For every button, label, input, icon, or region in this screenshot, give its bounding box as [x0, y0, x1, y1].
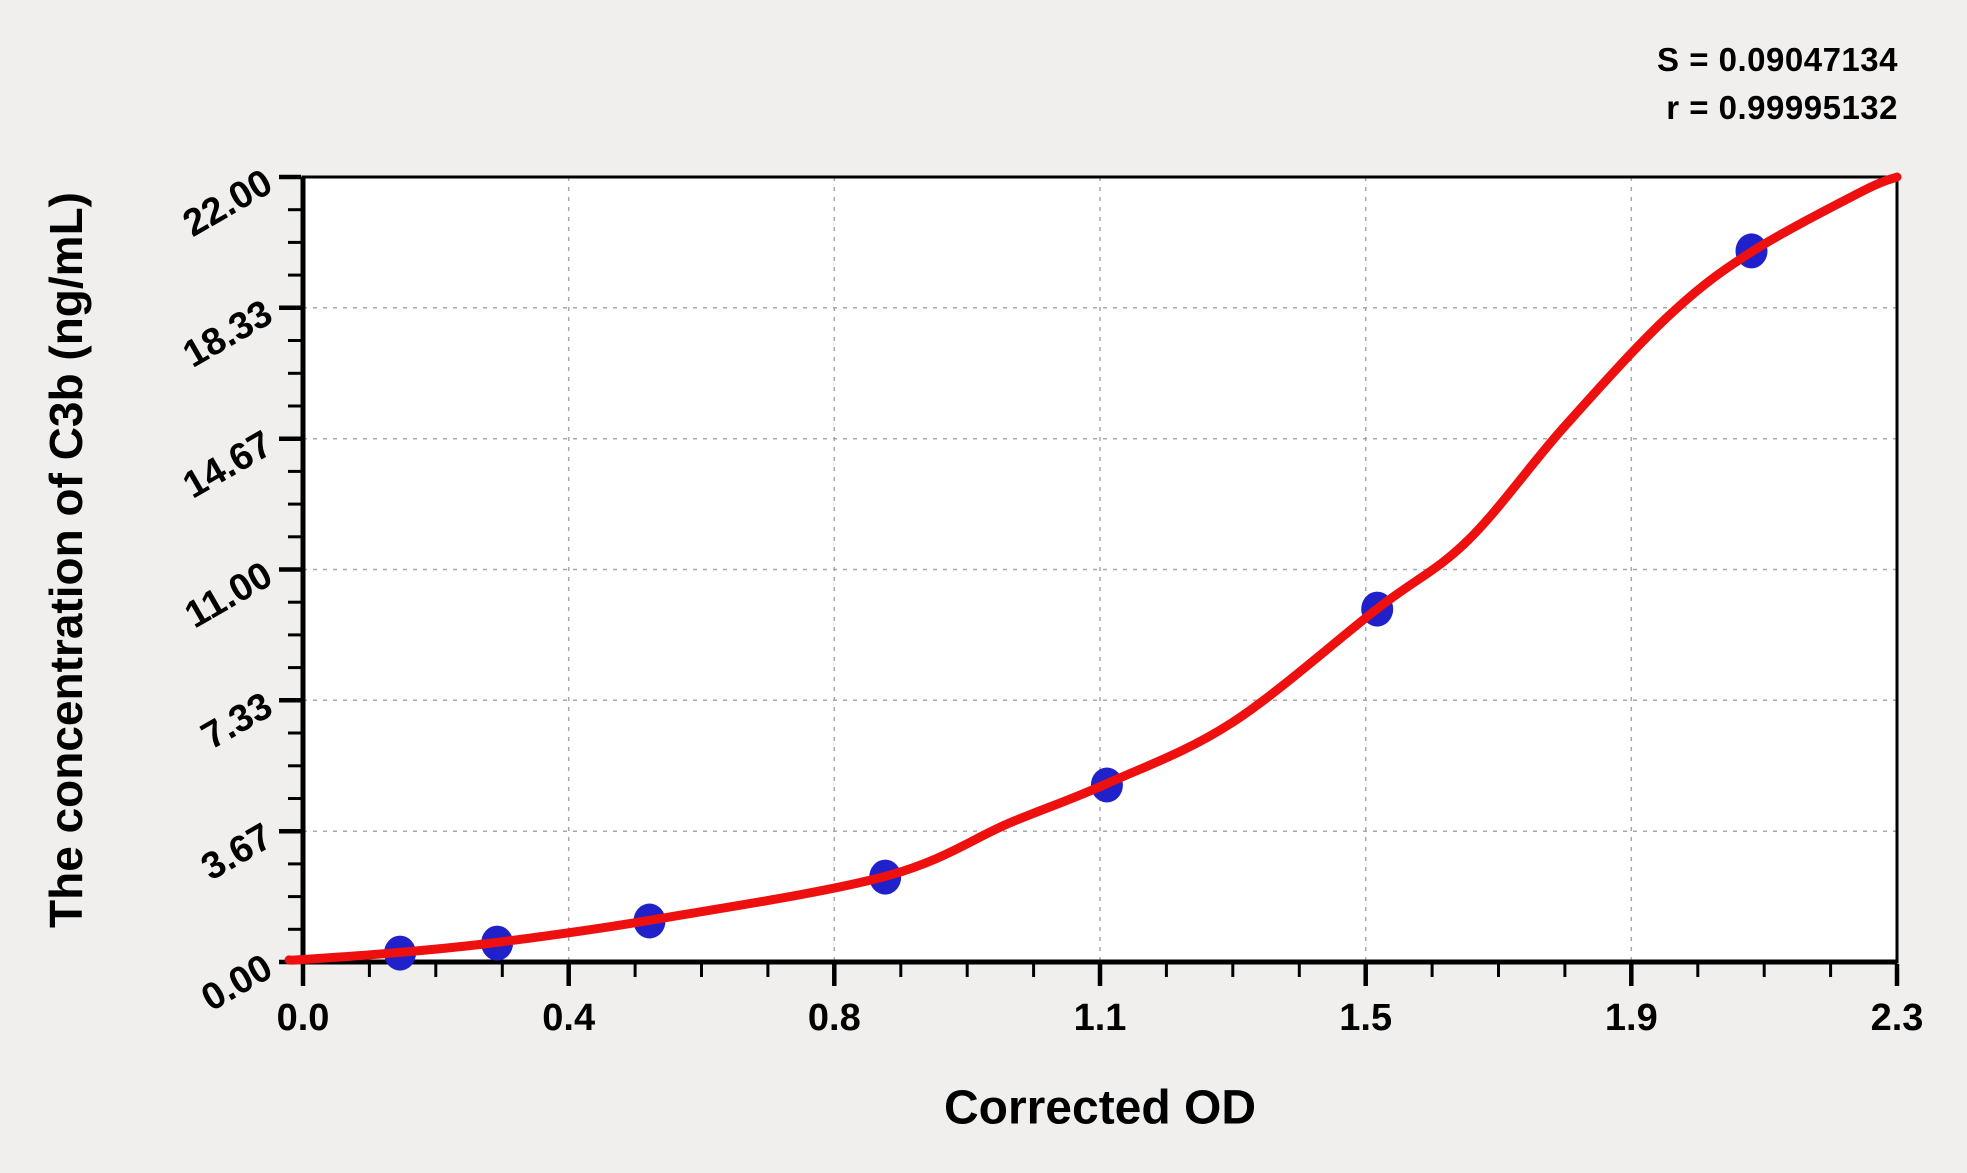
x-tick-label: 0.4	[542, 997, 595, 1039]
y-tick-label: 18.33	[176, 292, 279, 376]
y-tick-label: 3.67	[194, 816, 279, 889]
x-tick-label: 0.0	[277, 997, 330, 1039]
x-tick-label: 1.9	[1605, 997, 1658, 1039]
x-axis-title: Corrected OD	[943, 1081, 1257, 1135]
x-tick-label: 0.8	[808, 997, 861, 1039]
fit-statistics: S = 0.09047134 r = 0.99995132	[0, 36, 1898, 132]
y-axis-title: The concentration of C3b (ng/mL)	[40, 192, 92, 928]
y-tick-label: 11.00	[178, 554, 280, 637]
x-tick-label: 1.5	[1339, 997, 1392, 1039]
y-tick-label: 14.67	[176, 423, 279, 507]
x-tick-label: 2.3	[1871, 997, 1924, 1039]
stat-r-value: r = 0.99995132	[1666, 89, 1898, 126]
fitted-curve-line	[284, 172, 1902, 965]
stat-s-value: S = 0.09047134	[1657, 41, 1898, 78]
x-tick-label: 1.1	[1074, 997, 1127, 1039]
y-tick-label: 22.00	[176, 161, 279, 245]
y-tick-label: 0.00	[194, 946, 279, 1019]
y-tick-label: 7.33	[194, 685, 279, 758]
